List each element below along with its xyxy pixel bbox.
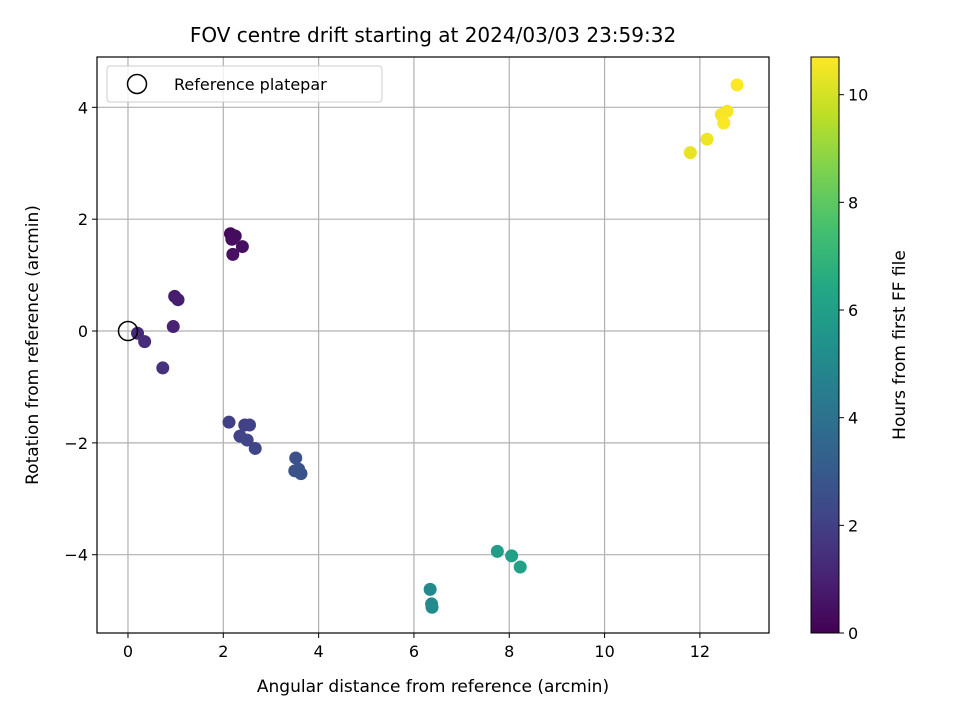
- legend-entry-reference-platepar: Reference platepar: [174, 75, 327, 94]
- x-tick-label: 12: [690, 642, 710, 661]
- legend-box: [106, 65, 383, 103]
- colorbar-tick-label: 6: [848, 301, 858, 320]
- data-point: [700, 132, 714, 146]
- y-tick-label: −2: [64, 434, 88, 453]
- colorbar-tick-label: 2: [848, 516, 858, 535]
- data-point: [513, 560, 527, 574]
- legend: Reference platepar: [106, 65, 383, 103]
- data-point: [138, 335, 152, 349]
- colorbar-ticks: 0 2 4 6 8 10: [839, 86, 868, 643]
- y-tick-label: 0: [78, 322, 88, 341]
- data-point: [730, 78, 744, 92]
- x-tick-label: 2: [218, 642, 228, 661]
- data-point: [425, 600, 439, 614]
- data-point: [235, 240, 249, 254]
- x-tick-label: 10: [594, 642, 614, 661]
- data-point: [294, 467, 308, 481]
- y-tick-label: 2: [78, 210, 88, 229]
- data-point: [720, 104, 734, 118]
- colorbar-tick-label: 0: [848, 624, 858, 643]
- data-point: [248, 441, 262, 455]
- data-point: [225, 232, 239, 246]
- data-point: [505, 549, 519, 563]
- x-tick-label: 6: [409, 642, 419, 661]
- colorbar-tick-label: 4: [848, 409, 858, 428]
- y-axis-ticks: −4 −2 0 2 4: [64, 98, 97, 565]
- x-axis-ticks: 0 2 4 6 8 10 12: [123, 633, 710, 661]
- chart-title: FOV centre drift starting at 2024/03/03 …: [190, 23, 676, 47]
- data-point: [222, 415, 236, 429]
- x-tick-label: 0: [123, 642, 133, 661]
- legend-marker: [126, 73, 148, 95]
- data-point: [490, 544, 504, 558]
- data-point: [226, 247, 240, 261]
- data-point: [156, 361, 170, 375]
- data-point: [171, 293, 185, 307]
- data-point: [717, 116, 731, 130]
- colorbar-tick-label: 8: [848, 193, 858, 212]
- data-point: [423, 582, 437, 596]
- grid: [97, 57, 769, 633]
- y-tick-label: 4: [78, 98, 88, 117]
- data-point: [289, 451, 303, 465]
- colorbar-label: Hours from first FF file: [890, 250, 910, 440]
- data-point: [243, 418, 257, 432]
- y-tick-label: −4: [64, 546, 88, 565]
- colorbar: [810, 56, 840, 634]
- data-point: [240, 433, 254, 447]
- y-axis-label: Rotation from reference (arcmin): [23, 205, 43, 485]
- data-point: [166, 320, 180, 334]
- data-points: [131, 78, 744, 614]
- colorbar-tick-label: 10: [848, 86, 868, 105]
- reference-platepar-marker: [117, 320, 139, 342]
- x-tick-label: 4: [314, 642, 324, 661]
- plot-frame: [96, 56, 770, 634]
- data-point: [683, 146, 697, 160]
- x-axis-label: Angular distance from reference (arcmin): [257, 677, 609, 697]
- x-tick-label: 8: [504, 642, 514, 661]
